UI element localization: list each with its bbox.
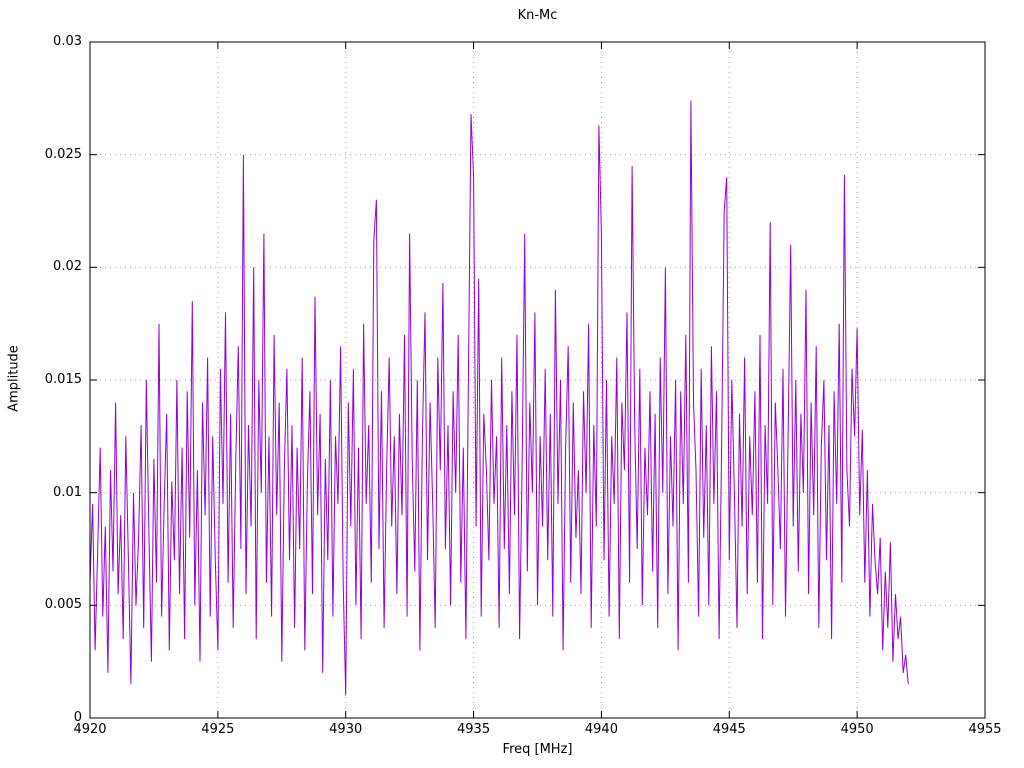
x-tick-label: 4935 — [457, 722, 491, 737]
y-tick-label: 0.005 — [44, 597, 82, 613]
series-line — [89, 100, 909, 696]
y-tick-label: 0.025 — [44, 146, 82, 162]
x-axis-label: Freq [MHz] — [502, 742, 573, 757]
x-tick-label: 4945 — [712, 722, 746, 737]
x-tick-label: 4940 — [584, 722, 618, 737]
y-tick-label: 0.015 — [44, 372, 82, 387]
y-tick-label: 0.03 — [53, 34, 82, 49]
y-tick-label: 0.02 — [53, 259, 82, 275]
x-tick-label: 4930 — [329, 722, 363, 737]
y-tick-label: 0.01 — [53, 484, 82, 500]
x-tick-label: 4920 — [73, 722, 107, 737]
x-tick-label: 4950 — [840, 722, 874, 737]
y-tick-label: 0 — [73, 710, 82, 725]
x-tick-label: 4955 — [968, 722, 1002, 737]
chart-title: Kn-Mc — [517, 8, 558, 23]
x-tick-label: 4925 — [201, 722, 235, 737]
